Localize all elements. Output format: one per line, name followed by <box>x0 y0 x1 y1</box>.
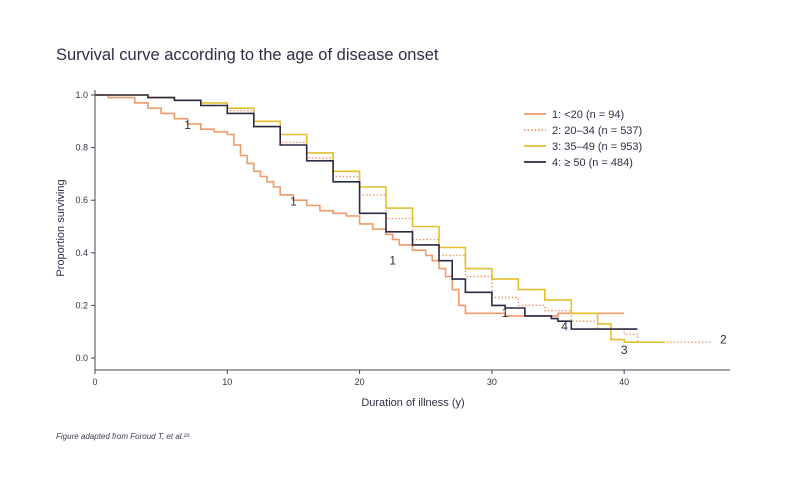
x-tick-label: 10 <box>222 377 232 387</box>
y-tick-label: 0.2 <box>75 300 88 310</box>
survival-curves <box>95 94 711 343</box>
chart-title: Survival curve according to the age of d… <box>56 46 439 64</box>
y-tick-label: 1.0 <box>75 90 88 100</box>
series-line-3 <box>95 94 664 343</box>
series-line-4 <box>95 94 638 330</box>
series-line-2 <box>95 94 711 343</box>
legend: 1: <20 (n = 94) 2: 20–34 (n = 537) 3: 35–4… <box>524 109 642 169</box>
y-tick-label: 0.0 <box>75 353 88 363</box>
x-tick-label: 40 <box>619 377 629 387</box>
curve-number-label: 2 <box>720 333 727 347</box>
curve-number-label: 1 <box>184 118 191 132</box>
legend-entry-4: 4: ≥ 50 (n = 484) <box>552 157 633 169</box>
legend-entry-2: 2: 20–34 (n = 537) <box>552 125 642 137</box>
y-tick-label: 0.6 <box>75 195 88 205</box>
legend-entry-3: 3: 35–49 (n = 953) <box>552 141 642 153</box>
curve-number-label: 1 <box>389 254 396 268</box>
y-tick-label: 0.8 <box>75 143 88 153</box>
curve-labels: 1 1 1 1 4 2 3 <box>184 118 727 357</box>
legend-entry-1: 1: <20 (n = 94) <box>552 109 624 121</box>
curve-number-label: 1 <box>502 306 509 320</box>
x-axis-label: Duration of illness (y) <box>361 397 464 409</box>
x-tick-label: 20 <box>355 377 365 387</box>
x-tick-label: 30 <box>487 377 497 387</box>
y-axis-label: Proportion surviving <box>55 179 67 276</box>
axes: 0 10 20 30 40 0.0 0.2 0.4 0.6 0.8 1.0 <box>75 90 730 387</box>
y-tick-label: 0.4 <box>75 248 88 258</box>
curve-number-label: 4 <box>561 319 568 333</box>
series-line-1 <box>95 94 625 317</box>
curve-number-label: 3 <box>621 343 628 357</box>
figure-footnote: Figure adapted from Foroud T, et al.²³ <box>56 432 190 441</box>
x-tick-label: 0 <box>92 377 97 387</box>
curve-number-label: 1 <box>290 194 297 208</box>
